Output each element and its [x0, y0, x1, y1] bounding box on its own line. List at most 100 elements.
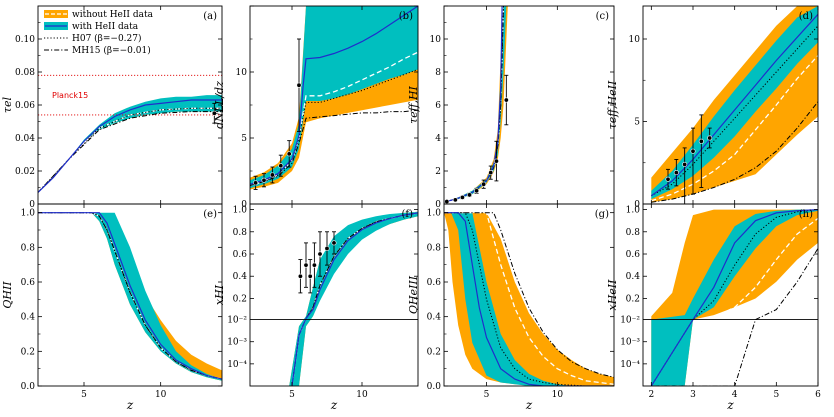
- data-point-c-8: [503, 97, 509, 103]
- panel-label-g: (g): [595, 209, 609, 220]
- ytick-label-a-1: 0.02: [15, 167, 35, 177]
- ylabel-g: QHeIII: [407, 275, 420, 314]
- panel-a-plot-area: [38, 74, 222, 193]
- ytick-label-h-4: 1.0: [626, 206, 641, 216]
- panel-frame-g: [443, 203, 615, 387]
- data-point-c-2: [459, 194, 465, 200]
- line-dashdot-c: [444, 6, 504, 203]
- line-dashdot-h: [651, 248, 818, 386]
- panel-d: 0 5 10 (d) τeff,HeII: [606, 5, 819, 210]
- ytick-label-f-4: 1.0: [233, 206, 248, 216]
- xtick-label-h-0: 2: [648, 390, 654, 400]
- band-with-heii-b: [250, 6, 418, 189]
- data-point-c-1: [452, 197, 458, 203]
- legend-label-0: without HeII data: [72, 10, 154, 20]
- data-point-c-4: [474, 188, 480, 194]
- line-white-dash-h: [651, 217, 818, 386]
- xtick-label-h-3: 5: [773, 390, 779, 400]
- xtick-label-h-2: 4: [732, 390, 738, 400]
- ytick-label-a-2: 0.04: [15, 134, 35, 144]
- data-point-b-3: [278, 163, 284, 169]
- xlabel-h: z: [726, 398, 734, 412]
- ytick-label-b-1: 5: [241, 134, 247, 144]
- data-point-c-3: [466, 192, 472, 198]
- data-point-b-2: [269, 172, 275, 178]
- logtick-label-f-0: 10⁻³: [227, 338, 247, 348]
- ylabel-c: τeff,HI: [407, 85, 420, 123]
- line-blue-e: [38, 212, 222, 380]
- split-label-f: 10⁻²: [227, 316, 247, 326]
- logtick-label-h-1: 10⁻⁴: [620, 360, 640, 370]
- data-point-f-2: [307, 273, 313, 279]
- panel-g: 5 10 0.0 0.2 0.4 0.6 0.8 1.0 (g) QHeIII z: [407, 203, 615, 412]
- panel-c: 0 2 4 6 8 10 (c) τeff,HI: [407, 5, 615, 210]
- xtick-label-e-0: 5: [81, 390, 87, 400]
- ylabel-h: xHeII: [606, 279, 619, 311]
- ytick-label-c-1: 2: [435, 167, 441, 177]
- band-with-heii-e: [38, 212, 222, 381]
- data-point-d-1: [673, 170, 679, 176]
- xtick-label-g-1: 10: [552, 390, 564, 400]
- line-dashdot-a: [38, 111, 222, 193]
- panel-label-a: (a): [203, 11, 217, 22]
- xtick-label-f-1: 10: [356, 390, 368, 400]
- data-point-f-3: [311, 262, 317, 268]
- data-point-f-6: [331, 240, 337, 246]
- panel-label-f: (f): [401, 209, 413, 220]
- band-with-heii-g: [444, 212, 614, 386]
- line-white-dash-d: [651, 55, 818, 202]
- logtick-label-f-1: 10⁻⁴: [227, 360, 247, 370]
- panel-frame-e: [37, 203, 223, 387]
- panel-frame-h: [642, 203, 819, 387]
- band-without-heii-h: [651, 209, 818, 386]
- ytick-label-c-4: 8: [435, 68, 441, 78]
- data-point-c-7: [493, 158, 499, 164]
- xtick-label-h-1: 3: [690, 390, 696, 400]
- panel-c-plot-area: [444, 6, 509, 204]
- panel-d-plot-area: [650, 6, 818, 204]
- legend-label-1: with HeII data: [72, 22, 139, 32]
- ytick-label-a-0: 0: [29, 200, 35, 210]
- ytick-label-g-5: 1.0: [427, 209, 442, 219]
- xtick-label-f-0: 5: [289, 390, 295, 400]
- panel-b-plot-area: [250, 6, 418, 190]
- panel-label-c: (c): [596, 11, 610, 22]
- panel-b: 0 5 10 (b) dNLL/dz: [213, 5, 419, 210]
- panel-g-plot-area: [444, 212, 614, 386]
- xtick-label-g-0: 5: [484, 390, 490, 400]
- ytick-label-g-4: 0.8: [427, 243, 442, 253]
- planck-label: Planck15: [52, 91, 88, 100]
- line-blue-b: [250, 6, 418, 185]
- ytick-label-a-4: 0.08: [15, 68, 35, 78]
- band-with-heii-c: [444, 6, 507, 203]
- panel-frame-c: [443, 5, 615, 205]
- band-with-heii-f: [289, 211, 418, 386]
- panel-f-plot-area: [289, 211, 418, 386]
- ytick-label-e-2: 0.4: [21, 313, 36, 323]
- line-white-dash-a: [38, 107, 222, 193]
- line-blue-d: [650, 13, 818, 197]
- ytick-label-c-5: 10: [430, 35, 442, 45]
- ytick-label-h-2: 0.6: [626, 250, 641, 260]
- line-dotted-c: [444, 6, 504, 203]
- ytick-label-e-5: 1.0: [21, 209, 36, 219]
- ytick-label-d-0: 0: [634, 200, 640, 210]
- ytick-label-g-0: 0.0: [427, 382, 442, 392]
- ytick-label-g-2: 0.4: [427, 313, 442, 323]
- data-point-f-1: [303, 262, 309, 268]
- panel-f: 5 10 0.2 0.4 0.6 0.8 1.0 10⁻² 10⁻³ 10⁻⁴ (f) xHI z: [213, 203, 419, 412]
- line-dotted-b: [250, 68, 418, 186]
- panel-label-h: (h): [799, 209, 813, 220]
- ytick-label-h-1: 0.4: [626, 272, 641, 282]
- ytick-label-a-5: 0.10: [15, 35, 35, 45]
- xtick-label-e-1: 10: [155, 390, 167, 400]
- line-dashdot-d: [651, 101, 818, 203]
- split-label-h: 10⁻²: [620, 316, 640, 326]
- panel-e-plot-area: [38, 212, 222, 381]
- ytick-label-d-1: 5: [634, 118, 640, 128]
- data-point-c-6: [488, 170, 494, 176]
- data-point-d-4: [698, 138, 704, 144]
- line-dashdot-g: [444, 212, 614, 378]
- data-point-c-0: [444, 199, 450, 204]
- ytick-label-c-0: 0: [435, 200, 441, 210]
